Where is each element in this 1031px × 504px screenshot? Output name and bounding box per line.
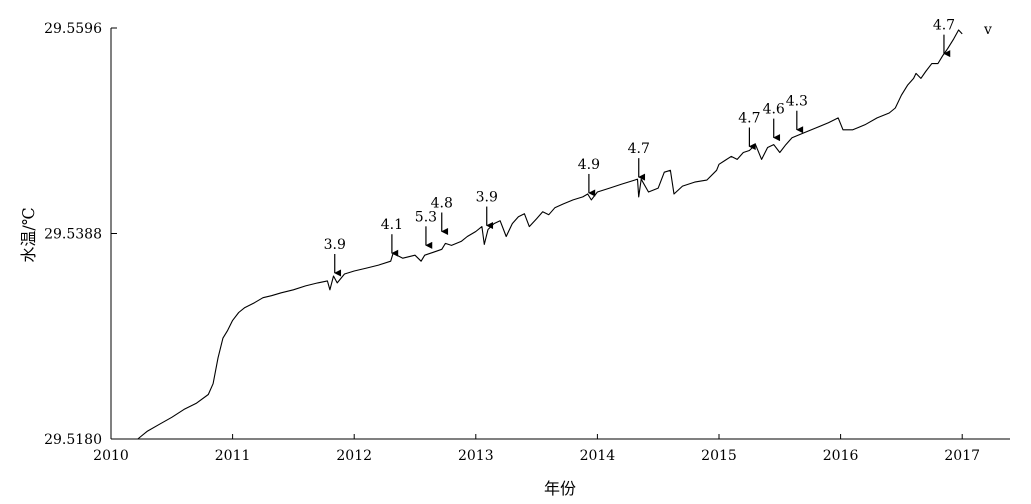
annotation-label: 3.9	[324, 237, 346, 253]
y-tick-label: 29.5596	[44, 21, 102, 37]
annotation-label: 4.3	[786, 94, 808, 110]
series-line	[137, 29, 963, 440]
annotation-label: 4.7	[933, 18, 955, 34]
x-tick-label: 2011	[215, 448, 251, 464]
y-axis-title: 水温/℃	[19, 207, 38, 262]
x-tick-label: 2013	[458, 448, 494, 464]
annotation: 4.6	[763, 102, 785, 142]
x-tick-label: 2012	[336, 448, 372, 464]
annotation: 4.7	[628, 141, 650, 181]
y-ticks: 29.5180 29.5388 29.5596	[44, 21, 117, 448]
x-tick-label: 2017	[944, 448, 980, 464]
annotation-label: 3.9	[476, 190, 498, 206]
y-tick-label: 29.5180	[44, 432, 102, 448]
annotation: 4.3	[786, 94, 808, 134]
annotations: 3.94.1 5.34.8 3.94.94.74.74.6 4.34.7	[324, 18, 955, 277]
annotation-label: 4.9	[578, 157, 600, 173]
x-tick-label: 2016	[823, 448, 859, 464]
annotation: 4.7	[738, 111, 761, 151]
axes	[110, 28, 1010, 440]
annotation-label: 4.7	[738, 111, 760, 127]
annotation: 4.7	[933, 18, 955, 58]
x-tick-label: 2015	[701, 448, 737, 464]
annotation-label: 5.3	[415, 209, 437, 225]
annotation-label: 4.7	[628, 141, 650, 157]
x-tick-label: 2014	[580, 448, 616, 464]
annotation: 4.8	[431, 195, 453, 235]
y-tick-label: 29.5388	[44, 227, 102, 243]
annotation: 4.9	[578, 157, 600, 197]
annotation: 3.9	[324, 237, 346, 277]
annotation-label: 4.8	[431, 195, 453, 211]
trailing-mark: v	[983, 22, 992, 38]
x-tick-label: 2010	[93, 448, 129, 464]
annotation: 4.1	[381, 217, 403, 257]
x-ticks: 2010 2011 2012 2013 2014 2015 2016 2017	[93, 434, 980, 464]
annotation-label: 4.1	[381, 217, 403, 233]
annotation: 5.3	[415, 209, 437, 249]
annotation-label: 4.6	[763, 102, 785, 118]
annotation: 3.9	[476, 190, 498, 230]
x-axis-title: 年份	[544, 479, 576, 498]
